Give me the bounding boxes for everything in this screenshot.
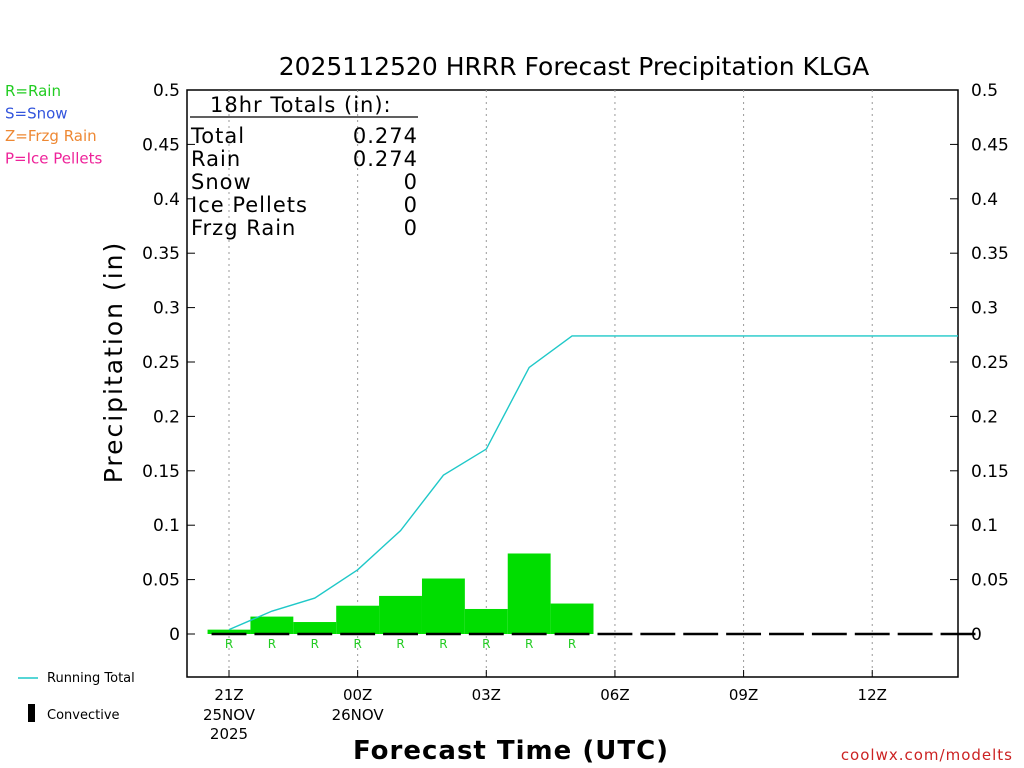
ptype-marker: R [525,637,533,651]
y-tick-label-right: 0.4 [971,190,998,210]
x-tick-label: 06Z [600,686,629,704]
precip-bar [207,629,251,634]
running-total-line [228,335,958,631]
totals-row-label: Ice Pellets [191,193,308,217]
convective-legend-label: Convective [47,708,120,723]
y-tick-label-right: 0.15 [971,462,1009,482]
y-tick-label-right: 0.05 [971,571,1009,591]
precip-bar [379,595,422,634]
ptype-marker: R [439,637,447,651]
precip-bars [207,553,594,634]
y-axis-left: 0 0.05 0.1 0.15 0.2 0.25 0.3 0.35 0.4 0.45 0.5 [142,81,195,645]
y-tick-label-left: 0 [169,625,180,645]
totals-row-value: 0 [404,193,418,217]
totals-header: 18hr Totals (in): [210,93,392,117]
y-tick-label-right: 0.2 [971,407,998,427]
x-tick-date: 26NOV [332,706,385,724]
y-tick-label-right: 0.5 [971,81,998,101]
ptype-legend-item: S=Snow [5,105,68,123]
totals-row-value: 0 [404,170,418,194]
running-total-polyline [228,335,958,631]
plot-frame [186,89,959,678]
y-tick-label-left: 0.25 [142,353,180,373]
totals-row-value: 0.274 [353,147,418,171]
y-tick-label-left: 0.1 [153,516,180,536]
x-tick-label: 09Z [729,686,758,704]
ptype-marker: R [311,637,319,651]
y-tick-label-left: 0.05 [142,571,180,591]
y-tick-label-right: 0.25 [971,353,1009,373]
totals-row-value: 0 [404,216,418,240]
y-axis-right: 0 0.05 0.1 0.15 0.2 0.25 0.3 0.35 0.4 0.45 0.5 [950,81,1009,645]
ptype-marker: R [225,637,233,651]
totals-row-label: Total [190,124,245,148]
ptype-marker: R [482,637,490,651]
y-tick-label-left: 0.3 [153,299,180,319]
y-tick-label-left: 0.4 [153,190,180,210]
x-tick-label: 00Z [343,686,372,704]
y-tick-label-left: 0.35 [142,244,180,264]
totals-box: 18hr Totals (in): Total 0.274 Rain 0.274 Sno… [190,93,418,240]
x-tick-year: 2025 [210,725,248,743]
precip-bar [507,553,551,634]
y-tick-label-left: 0.15 [142,462,180,482]
y-tick-label-right: 0.1 [971,516,998,536]
totals-row-label: Rain [191,147,241,171]
y-tick-label-left: 0.45 [142,135,180,155]
ptype-legend-item: R=Rain [5,82,61,100]
totals-row-label: Frzg Rain [191,216,296,240]
y-tick-label-right: 0.35 [971,244,1009,264]
x-tick-label: 21Z [214,686,243,704]
x-tick-date: 25NOV [203,706,256,724]
ptype-legend-item: Z=Frzg Rain [5,127,97,145]
y-axis-label: Precipitation (in) [99,241,128,484]
x-axis-label: Forecast Time (UTC) [353,736,669,766]
precip-bar [336,605,380,634]
totals-row-value: 0.274 [353,124,418,148]
y-tick-label-right: 0 [971,625,982,645]
x-tick-label: 12Z [858,686,887,704]
y-tick-label-left: 0.5 [153,81,180,101]
totals-row-label: Snow [191,170,252,194]
ptype-marker: R [568,637,576,651]
precip-bar [550,603,594,634]
credit-link[interactable]: coolwx.com/modelts [841,746,1013,764]
y-tick-label-right: 0.45 [971,135,1009,155]
ptype-marker: R [353,637,361,651]
x-tick-label: 03Z [472,686,501,704]
precip-bar [464,608,508,634]
precip-bar [293,622,337,634]
convective-legend-swatch [28,704,35,722]
y-tick-label-left: 0.2 [153,407,180,427]
ptype-marker: R [396,637,404,651]
precip-bar [421,578,465,634]
ptype-marker: R [268,637,276,651]
chart-title: 2025112520 HRRR Forecast Precipitation K… [279,52,870,81]
ptype-legend-item: P=Ice Pellets [5,150,102,168]
running-total-legend-label: Running Total [47,671,135,686]
ptype-legend: R=Rain S=Snow Z=Frzg Rain P=Ice Pellets [5,82,102,168]
grid-lines [228,90,873,677]
y-tick-label-right: 0.3 [971,299,998,319]
precip-bar [250,616,294,634]
